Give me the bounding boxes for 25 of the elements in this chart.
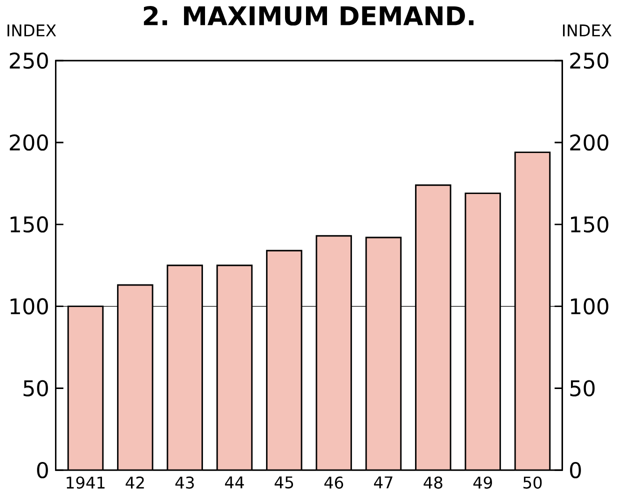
y2-tick-label: 50 bbox=[570, 380, 595, 397]
chart-title: 2. MAXIMUM DEMAND. bbox=[144, 6, 474, 26]
y-axis-title: INDEX bbox=[8, 24, 56, 36]
y2-tick-label: 200 bbox=[570, 134, 608, 151]
x-tick-label: 42 bbox=[126, 476, 144, 489]
y-tick-label: 150 bbox=[10, 216, 48, 233]
x-tick-label: 49 bbox=[473, 476, 492, 489]
y-tick-label: 250 bbox=[10, 52, 48, 69]
y2-axis-title: INDEX bbox=[563, 24, 612, 36]
x-tick-label: 46 bbox=[324, 476, 344, 489]
y2-tick-label: 0 bbox=[570, 462, 581, 478]
y2-tick-label: 100 bbox=[571, 298, 608, 315]
x-tick-label: 50 bbox=[523, 476, 542, 489]
y-tick-label: 100 bbox=[10, 298, 48, 315]
y-tick-label: 0 bbox=[37, 462, 48, 478]
x-tick-label: 43 bbox=[175, 476, 194, 489]
x-tick-label: 45 bbox=[274, 476, 294, 489]
y-tick-label: 50 bbox=[24, 380, 48, 397]
x-tick-label: 44 bbox=[225, 476, 244, 488]
x-tick-label: 1941 bbox=[66, 476, 105, 489]
y-tick-label: 200 bbox=[10, 134, 48, 151]
y2-tick-label: 150 bbox=[571, 216, 608, 233]
x-tick-label: 47 bbox=[374, 476, 392, 488]
y2-tick-label: 250 bbox=[570, 52, 608, 69]
x-tick-label: 48 bbox=[424, 476, 442, 489]
